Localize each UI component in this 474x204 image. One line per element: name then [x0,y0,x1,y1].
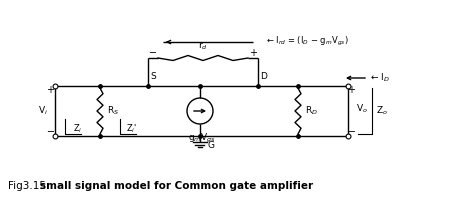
Text: ─: ─ [348,127,354,137]
Text: ─: ─ [149,48,155,58]
Text: ─: ─ [47,127,53,137]
Text: small signal model for Common gate amplifier: small signal model for Common gate ampli… [40,181,313,191]
Text: +: + [46,85,54,95]
Text: V$_o$: V$_o$ [356,103,368,115]
Text: +: + [249,48,257,58]
Text: R$_D$: R$_D$ [305,105,318,117]
Text: G: G [208,142,215,151]
Text: ← I$_D$: ← I$_D$ [370,72,390,84]
Text: Fig3.15: Fig3.15 [8,181,49,191]
Text: +: + [347,85,355,95]
Text: V$_i$: V$_i$ [38,105,48,117]
Text: ← I$_{rd}$ = (I$_D$ − g$_m$V$_{gs}$): ← I$_{rd}$ = (I$_D$ − g$_m$V$_{gs}$) [266,34,349,48]
Text: Z$_i$: Z$_i$ [73,123,82,135]
Text: D: D [260,72,267,81]
Text: R$_S$: R$_S$ [107,105,119,117]
Text: Z$_o$: Z$_o$ [376,105,388,117]
Text: g$_m$V$_{gs}$: g$_m$V$_{gs}$ [188,132,216,145]
Text: Z$_i$': Z$_i$' [126,123,137,135]
Text: r$_d$: r$_d$ [198,41,208,52]
Text: S: S [150,72,156,81]
